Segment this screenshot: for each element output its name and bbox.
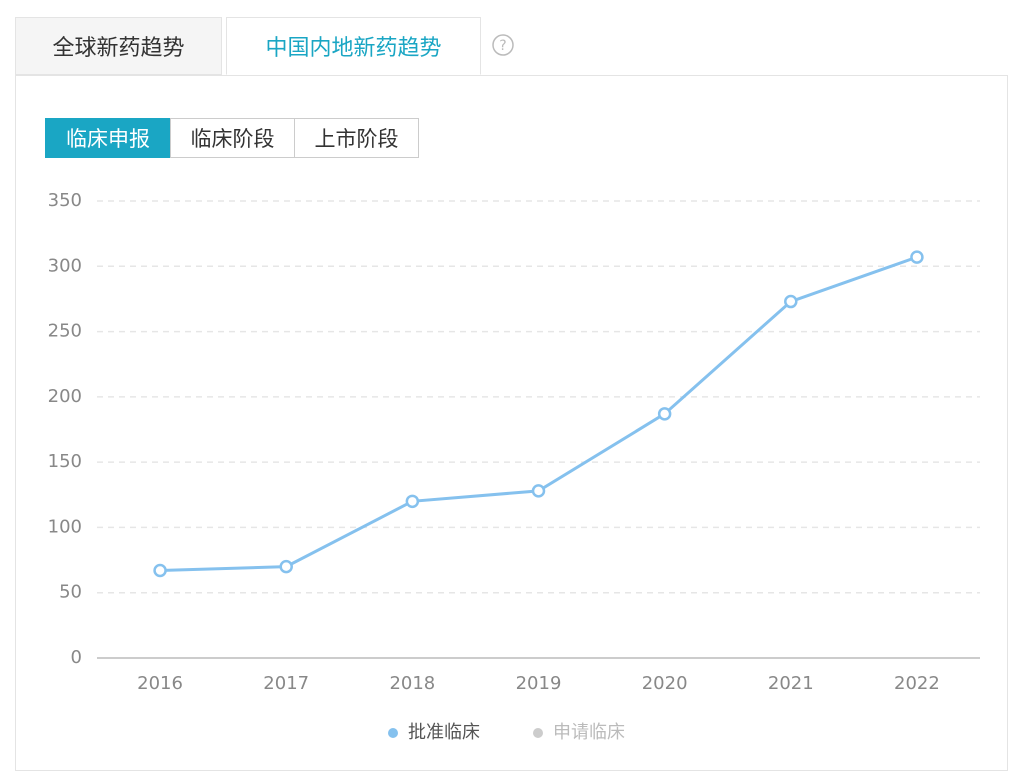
button[interactable]: 上市阶段 xyxy=(294,118,419,158)
y-tick-label: 300 xyxy=(48,255,82,276)
help-icon[interactable]: ? xyxy=(492,34,514,56)
panel xyxy=(15,75,1008,771)
legend-dot xyxy=(533,728,543,738)
legend-label[interactable]: 批准临床 xyxy=(408,722,480,743)
point xyxy=(153,563,167,578)
x-tick-label: 2019 xyxy=(516,673,562,694)
point xyxy=(279,559,293,574)
point xyxy=(531,484,546,498)
button[interactable]: 临床阶段 xyxy=(170,118,295,158)
y-tick-label: 350 xyxy=(48,190,82,211)
y-tick-label: 100 xyxy=(48,516,82,537)
x-tick-label: 2022 xyxy=(894,673,940,694)
svg-text:?: ? xyxy=(499,38,506,54)
point xyxy=(784,294,798,309)
y-tick-label: 150 xyxy=(48,451,82,472)
button-active[interactable]: 临床申报 xyxy=(45,118,171,158)
y-tick-label: 50 xyxy=(59,582,82,603)
legend-dot xyxy=(388,728,398,738)
x-tick-label: 2017 xyxy=(263,673,309,694)
x-tick-label: 2020 xyxy=(642,673,688,694)
point xyxy=(405,494,420,509)
y-tick-label: 0 xyxy=(71,647,82,668)
tab[interactable]: 全球新药趋势 xyxy=(15,17,222,75)
legend-label[interactable]: 申请临床 xyxy=(553,722,625,743)
x-tick-label: 2018 xyxy=(389,673,435,694)
tab-active[interactable]: 中国内地新药趋势 xyxy=(226,17,481,75)
y-tick-label: 200 xyxy=(48,386,82,407)
x-tick-label: 2021 xyxy=(768,673,814,694)
y-tick-label: 250 xyxy=(48,321,82,342)
series-line xyxy=(160,255,918,573)
x-tick-label: 2016 xyxy=(137,673,183,694)
point xyxy=(657,407,672,421)
point xyxy=(910,250,924,264)
